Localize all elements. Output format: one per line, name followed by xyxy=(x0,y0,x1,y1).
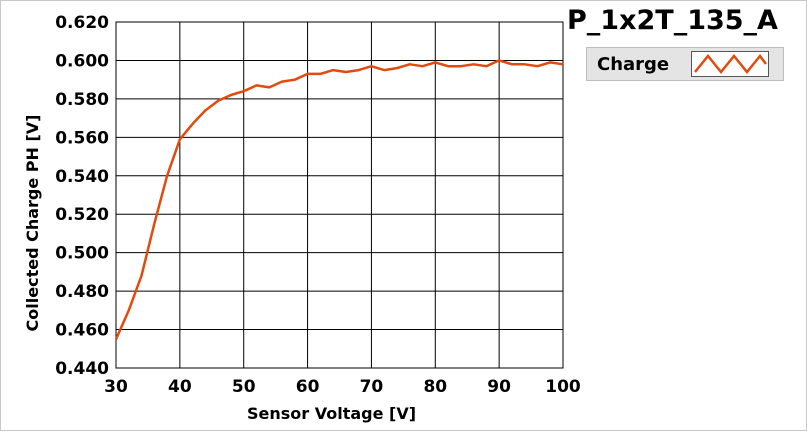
x-tick-label: 100 xyxy=(545,377,581,397)
x-axis-ticks: 30 40 50 60 70 80 90 100 xyxy=(104,377,581,397)
y-tick-label: 0.620 xyxy=(55,13,109,33)
x-tick-label: 60 xyxy=(296,377,320,397)
x-tick-label: 70 xyxy=(360,377,384,397)
y-tick-label: 0.560 xyxy=(55,128,109,148)
y-tick-label: 0.460 xyxy=(55,321,109,341)
x-tick-label: 30 xyxy=(104,377,128,397)
y-tick-label: 0.540 xyxy=(55,167,109,187)
zigzag-line-icon[interactable] xyxy=(691,51,769,77)
y-tick-label: 0.480 xyxy=(55,282,109,302)
legend-label-charge: Charge xyxy=(597,54,669,75)
plot-area xyxy=(116,22,563,368)
y-tick-label: 0.500 xyxy=(55,244,109,264)
x-tick-label: 90 xyxy=(487,377,511,397)
x-tick-label: 80 xyxy=(423,377,447,397)
legend-swatch-graphic xyxy=(692,52,768,76)
y-tick-label: 0.520 xyxy=(55,205,109,225)
x-axis-title: Sensor Voltage [V] xyxy=(247,404,416,423)
legend-series-sample xyxy=(695,56,766,72)
y-tick-label: 0.440 xyxy=(55,359,109,379)
y-tick-label: 0.580 xyxy=(55,90,109,110)
y-axis-ticks: 0.440 0.460 0.480 0.500 0.520 0.540 0.560 0.580… xyxy=(55,13,109,379)
y-axis-title: Collected Charge PH [V] xyxy=(23,115,42,332)
x-tick-label: 40 xyxy=(168,377,192,397)
y-tick-label: 0.600 xyxy=(55,51,109,71)
x-tick-label: 50 xyxy=(232,377,256,397)
chart-title: P_1x2T_135_A xyxy=(567,5,778,36)
legend[interactable]: Charge xyxy=(586,47,784,81)
